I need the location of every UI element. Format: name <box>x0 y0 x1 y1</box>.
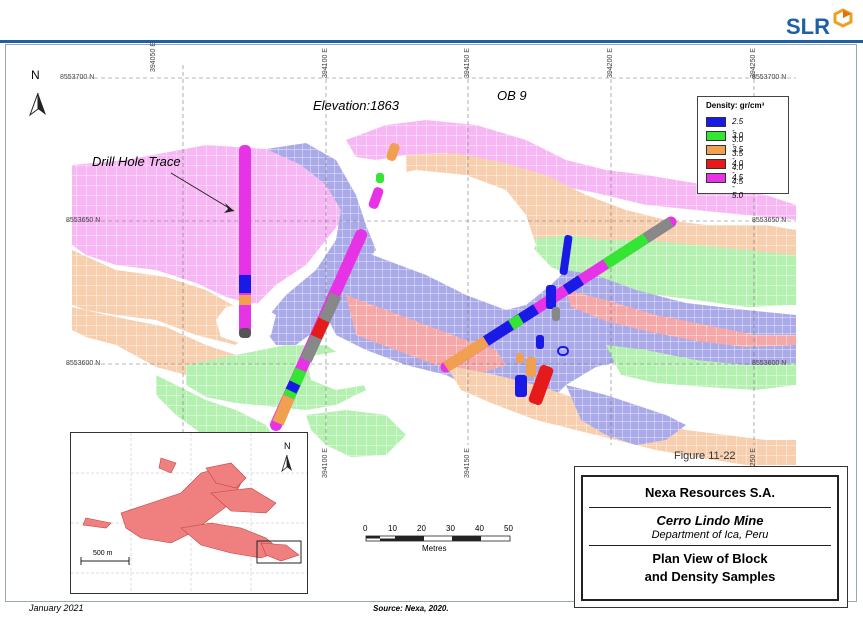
easting-label: 394050 E <box>150 42 157 72</box>
mine-name: Cerro Lindo Mine <box>656 513 764 528</box>
scale-unit-label: Metres <box>422 544 447 553</box>
company-name: Nexa Resources S.A. <box>644 485 776 500</box>
inset-north-label: N <box>284 441 291 451</box>
legend-swatch <box>706 159 726 169</box>
drill-hole-cluster <box>559 235 573 275</box>
scale-tick-label: 0 <box>363 524 368 533</box>
drill-hole-short <box>386 142 400 162</box>
drill-hole-callout-arrow <box>170 172 235 212</box>
northing-label: 8553650 N <box>752 217 787 224</box>
north-label: N <box>31 68 40 82</box>
easting-label: 394150 E <box>464 448 471 478</box>
density-legend: Density: gr/cm³ 2.5 - 3.0 3.0 - 3.5 3.5 … <box>697 96 789 200</box>
figure-number: Figure 11-22 <box>674 450 736 462</box>
slr-logo: SLR <box>786 8 858 42</box>
logo-text: SLR <box>786 14 830 39</box>
scale-tick-label: 20 <box>417 524 426 533</box>
scale-tick-label: 10 <box>388 524 397 533</box>
title-divider <box>589 507 831 508</box>
block-model <box>72 120 796 465</box>
inset-scale-label: 500 m <box>93 550 113 557</box>
drill-hole-cluster <box>552 307 560 321</box>
figure-title-line2: and Density Samples <box>644 569 776 584</box>
plan-view-map <box>28 65 796 465</box>
easting-label: 394150 E <box>464 48 471 78</box>
drill-hole-segment <box>239 295 251 305</box>
drill-hole-short <box>376 173 384 183</box>
easting-label: 394100 E <box>322 448 329 478</box>
inset-map-graphic <box>71 433 307 593</box>
scale-tick-label: 40 <box>475 524 484 533</box>
northing-label: 8553700 N <box>752 74 787 81</box>
northing-label: 8553600 N <box>752 360 787 367</box>
scale-tick-label: 30 <box>446 524 455 533</box>
legend-label: 2.5 - 3.0 <box>732 117 744 144</box>
easting-label: 394250 E <box>750 48 757 78</box>
drill-holes <box>239 142 677 431</box>
legend-label: 4.0 - 4.5 <box>732 159 744 186</box>
drill-hole-cluster <box>516 353 524 363</box>
ore-body-label: OB 9 <box>497 88 527 103</box>
drill-hole-segment <box>239 328 251 338</box>
legend-label: 3.0 - 3.5 <box>732 131 744 158</box>
drill-hole-segment <box>239 275 251 293</box>
scale-tick-label: 50 <box>504 524 513 533</box>
drill-hole-short <box>368 187 384 209</box>
drill-hole-cluster <box>536 335 544 349</box>
drill-hole-trace-label: Drill Hole Trace <box>92 154 181 169</box>
title-block: Nexa Resources S.A. Cerro Lindo Mine Dep… <box>574 466 848 608</box>
easting-label: 394100 E <box>322 48 329 78</box>
legend-swatch <box>706 131 726 141</box>
drill-hole-cluster <box>528 364 554 406</box>
legend-title: Density: gr/cm³ <box>706 101 765 110</box>
drill-hole-cluster <box>557 346 569 356</box>
logo-hexagon-icon <box>833 8 853 28</box>
title-block-inner: Nexa Resources S.A. Cerro Lindo Mine Dep… <box>581 475 839 601</box>
legend-swatch <box>706 145 726 155</box>
inset-location-map: N 500 m <box>70 432 308 594</box>
drill-hole-vertical <box>239 145 251 335</box>
date-label: January 2021 <box>29 603 84 613</box>
elevation-label: Elevation:1863 <box>313 98 400 113</box>
scale-bar-graphic <box>365 535 511 542</box>
northing-label: 8553600 N <box>66 360 101 367</box>
source-label: Source: Nexa, 2020. <box>373 604 449 613</box>
drill-hole-cluster <box>546 285 556 309</box>
legend-label: 4.5 - 5.0 <box>732 173 744 200</box>
north-arrow-icon <box>28 92 46 117</box>
figure-frame <box>5 44 857 602</box>
legend-swatch <box>706 173 726 183</box>
drill-hole-cluster <box>526 357 536 377</box>
inset-north-arrow-icon <box>281 454 292 473</box>
location-text: Department of Ica, Peru <box>651 529 769 541</box>
drill-hole-long <box>440 216 677 373</box>
drill-hole-inclined <box>270 229 367 431</box>
figure-title-line1: Plan View of Block <box>652 551 768 566</box>
easting-label: 394200 E <box>607 48 614 78</box>
northing-label: 8553650 N <box>66 217 101 224</box>
legend-label: 3.5 - 4.0 <box>732 145 744 172</box>
legend-swatch <box>706 117 726 127</box>
header-rule <box>0 40 863 43</box>
northing-label: 8553700 N <box>60 74 95 81</box>
drill-hole-cluster <box>515 375 527 397</box>
title-divider <box>589 545 831 546</box>
